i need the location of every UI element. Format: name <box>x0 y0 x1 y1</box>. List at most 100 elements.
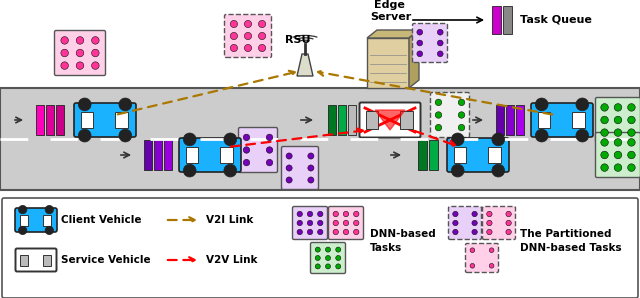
Bar <box>115 112 128 128</box>
Circle shape <box>486 229 492 235</box>
Circle shape <box>489 263 494 268</box>
Circle shape <box>183 133 196 146</box>
Circle shape <box>535 129 548 142</box>
Circle shape <box>244 32 252 40</box>
Polygon shape <box>375 110 405 130</box>
Circle shape <box>472 211 477 217</box>
Circle shape <box>19 226 27 235</box>
Bar <box>43 254 51 266</box>
Circle shape <box>78 98 91 111</box>
Circle shape <box>437 51 443 57</box>
Circle shape <box>307 220 313 226</box>
Circle shape <box>470 263 475 268</box>
Text: V2I Link: V2I Link <box>206 215 253 225</box>
Circle shape <box>435 112 442 118</box>
Circle shape <box>224 164 237 177</box>
Circle shape <box>286 165 292 171</box>
Bar <box>328 105 336 135</box>
Text: Service Vehicle: Service Vehicle <box>61 255 150 265</box>
Circle shape <box>61 62 68 69</box>
Circle shape <box>458 99 465 105</box>
Circle shape <box>343 229 349 235</box>
FancyBboxPatch shape <box>2 198 638 298</box>
Circle shape <box>333 211 339 217</box>
Bar <box>365 111 378 129</box>
FancyBboxPatch shape <box>328 207 364 240</box>
Text: DNN-based
Tasks: DNN-based Tasks <box>370 229 436 253</box>
Bar <box>506 105 514 135</box>
Circle shape <box>308 177 314 183</box>
Circle shape <box>266 159 273 166</box>
FancyBboxPatch shape <box>449 207 481 240</box>
Bar <box>20 215 28 226</box>
Circle shape <box>333 229 339 235</box>
Bar <box>144 140 152 170</box>
Circle shape <box>452 229 458 235</box>
FancyBboxPatch shape <box>465 243 499 272</box>
Circle shape <box>628 164 636 171</box>
Circle shape <box>119 98 132 111</box>
Bar <box>429 140 438 170</box>
Circle shape <box>316 247 320 252</box>
Text: The Partitioned
DNN-based Tasks: The Partitioned DNN-based Tasks <box>520 229 621 253</box>
Circle shape <box>297 211 303 217</box>
Text: RSU: RSU <box>285 35 310 45</box>
Text: Edge: Edge <box>374 0 405 10</box>
Bar <box>186 147 198 163</box>
Circle shape <box>353 211 359 217</box>
Bar <box>492 6 501 34</box>
Circle shape <box>61 49 68 57</box>
Circle shape <box>601 164 609 171</box>
Circle shape <box>472 220 477 226</box>
Circle shape <box>435 124 442 131</box>
Circle shape <box>614 104 622 111</box>
Circle shape <box>458 112 465 118</box>
Circle shape <box>183 164 196 177</box>
Circle shape <box>452 211 458 217</box>
Circle shape <box>230 32 237 40</box>
FancyBboxPatch shape <box>483 207 515 240</box>
Circle shape <box>266 134 273 141</box>
FancyBboxPatch shape <box>431 92 470 137</box>
Bar <box>572 112 585 128</box>
Bar <box>43 215 51 226</box>
Circle shape <box>259 44 266 52</box>
Circle shape <box>244 44 252 52</box>
Text: Task Queue: Task Queue <box>520 15 592 25</box>
Circle shape <box>224 133 237 146</box>
Circle shape <box>286 153 292 159</box>
Circle shape <box>326 264 330 269</box>
Circle shape <box>353 220 359 226</box>
FancyBboxPatch shape <box>360 103 420 137</box>
Bar <box>20 254 28 266</box>
Circle shape <box>316 255 320 260</box>
Circle shape <box>470 248 475 252</box>
FancyBboxPatch shape <box>179 138 241 172</box>
Circle shape <box>535 98 548 111</box>
Circle shape <box>458 124 465 131</box>
Circle shape <box>614 139 622 146</box>
Circle shape <box>92 37 99 44</box>
Circle shape <box>628 151 636 159</box>
Bar <box>36 105 44 135</box>
Circle shape <box>437 40 443 46</box>
Circle shape <box>437 29 443 35</box>
Circle shape <box>614 116 622 124</box>
Circle shape <box>492 133 505 146</box>
Circle shape <box>297 220 303 226</box>
Circle shape <box>92 49 99 57</box>
Circle shape <box>343 211 349 217</box>
FancyBboxPatch shape <box>531 103 593 137</box>
Circle shape <box>336 247 340 252</box>
Circle shape <box>451 133 464 146</box>
Bar <box>56 105 64 135</box>
FancyBboxPatch shape <box>447 138 509 172</box>
Circle shape <box>489 248 494 252</box>
Circle shape <box>417 29 422 35</box>
Circle shape <box>576 129 589 142</box>
Circle shape <box>601 151 609 159</box>
Circle shape <box>601 139 609 146</box>
Polygon shape <box>297 54 313 76</box>
FancyBboxPatch shape <box>74 103 136 137</box>
Bar <box>538 112 550 128</box>
